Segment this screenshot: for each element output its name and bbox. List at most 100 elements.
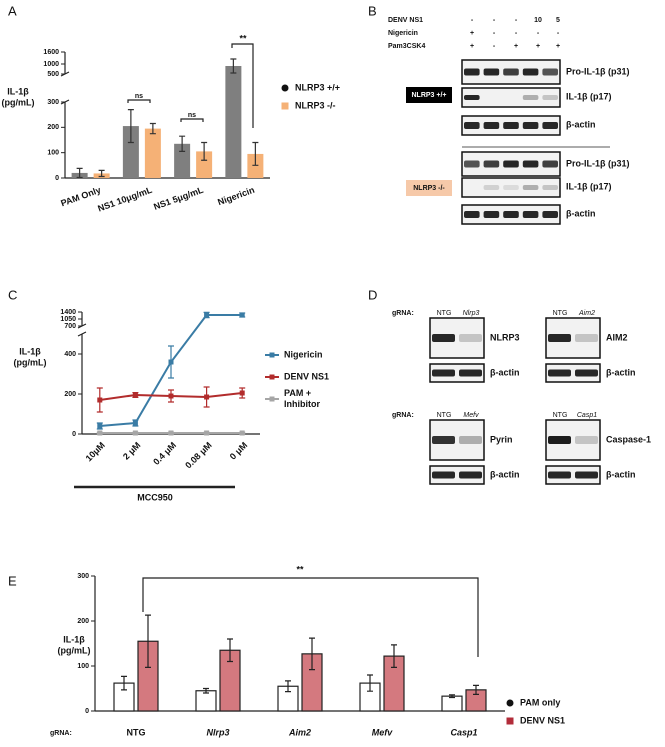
band — [459, 471, 482, 479]
condition-label: DENV NS1 — [388, 17, 423, 24]
y-axis-label: (pg/mL) — [14, 357, 47, 367]
band — [464, 160, 480, 168]
legend-marker — [281, 102, 289, 110]
blot-frame — [545, 363, 601, 383]
error-bar — [145, 614, 151, 668]
x-tick-label: Aim2 — [288, 727, 311, 737]
band — [542, 160, 558, 168]
y-tick-label: 1400 — [60, 309, 76, 316]
condition-cell: - — [557, 30, 560, 37]
x-tick-label: 0.08 μM — [183, 440, 213, 470]
legend-label: NLRP3 -/- — [295, 100, 336, 110]
point — [132, 430, 138, 436]
y-tick-label: 700 — [64, 323, 76, 330]
x-tick-label: 0.4 μM — [151, 440, 178, 467]
error-bar — [449, 694, 455, 699]
band — [542, 95, 558, 100]
x-tick-label: NS1 10μg/mL — [96, 185, 153, 214]
panel-label: E — [8, 573, 17, 588]
condition-cell: + — [470, 30, 474, 37]
condition-cell: 5 — [556, 17, 560, 24]
bar — [195, 690, 217, 712]
band — [503, 185, 519, 190]
bar — [174, 143, 191, 178]
band — [483, 122, 500, 129]
x-tick-label: Mefv — [372, 727, 393, 737]
condition-cell: - — [493, 17, 496, 24]
annotation: ns — [135, 93, 143, 100]
y-tick-label: 1050 — [60, 316, 76, 323]
condition-cell: - — [493, 30, 496, 37]
band — [522, 122, 539, 129]
error-bar — [367, 674, 373, 692]
x-tick-label: NS1 5μg/mL — [152, 185, 205, 212]
legend-marker — [269, 396, 275, 402]
band — [548, 369, 571, 377]
band — [464, 211, 480, 218]
legend-line: PAM + — [284, 388, 311, 398]
band — [503, 68, 519, 76]
point — [239, 390, 245, 396]
band-label: Pro-IL-1β (p31) — [566, 158, 630, 168]
y-tick-label: 0 — [72, 431, 76, 438]
y-tick-label: 0 — [55, 175, 59, 182]
lane-label: Nlrp3 — [463, 310, 480, 317]
genotype-box — [406, 180, 452, 196]
legend-marker — [281, 84, 289, 92]
band-label: β-actin — [606, 469, 636, 479]
point — [239, 430, 245, 436]
band-label: Pyrin — [490, 434, 513, 444]
y-tick-label: 200 — [47, 124, 59, 131]
x-axis-label: MCC950 — [137, 492, 173, 502]
panel-label: D — [368, 287, 377, 302]
band — [522, 185, 539, 190]
blot-frame — [461, 177, 561, 198]
lane-label: NTG — [553, 412, 568, 419]
legend-marker — [506, 699, 514, 707]
band — [548, 436, 571, 444]
genotype-label: NLRP3 +/+ — [411, 92, 446, 99]
condition-cell: - — [515, 17, 518, 24]
y-tick-label: 100 — [47, 150, 59, 157]
guide-label: gRNA: — [392, 412, 414, 419]
point — [239, 312, 245, 318]
error-bar — [203, 687, 209, 694]
condition-cell: - — [515, 30, 518, 37]
x-tick-label: 10μM — [84, 440, 107, 463]
blot-frame — [429, 363, 485, 383]
y-axis-label: IL-1β — [7, 86, 29, 96]
y-tick-label: 1600 — [43, 49, 59, 56]
y-axis-label: (pg/mL) — [2, 97, 35, 107]
band — [464, 68, 480, 76]
band — [503, 211, 519, 218]
point — [97, 397, 103, 403]
bracket — [180, 118, 204, 122]
bar — [144, 128, 161, 178]
legend-line: Inhibitor — [284, 399, 320, 409]
bar — [196, 151, 213, 178]
band — [503, 160, 519, 168]
bar — [122, 126, 139, 178]
band — [464, 122, 480, 129]
panel-label: B — [368, 3, 377, 18]
band — [522, 211, 539, 218]
error-bar — [201, 141, 208, 161]
axis-break — [60, 71, 70, 105]
bar — [225, 66, 242, 178]
band — [575, 471, 598, 479]
band — [542, 68, 558, 76]
band — [522, 95, 539, 100]
band — [575, 369, 598, 377]
band — [483, 68, 500, 76]
error-bar — [127, 109, 134, 144]
error-bar — [179, 135, 186, 152]
condition-cell: + — [536, 43, 540, 50]
condition-cell: 10 — [534, 17, 542, 24]
error-bar — [149, 122, 156, 135]
condition-cell: + — [514, 43, 518, 50]
band — [464, 95, 480, 100]
point — [132, 392, 138, 398]
bracket — [231, 43, 254, 128]
legend-label: Nigericin — [284, 349, 323, 359]
